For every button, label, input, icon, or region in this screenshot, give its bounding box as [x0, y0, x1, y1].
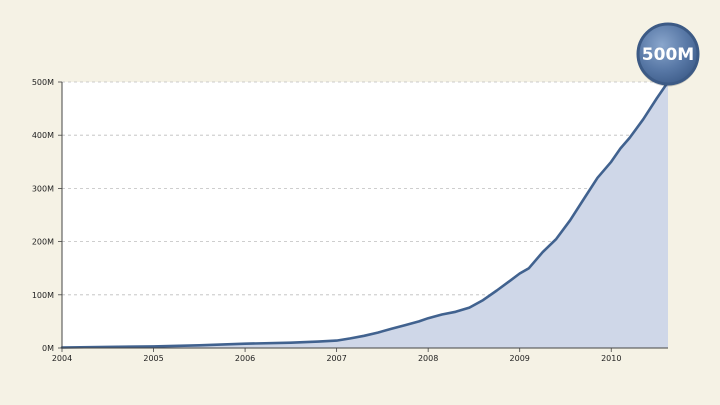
x-tick-label: 2008 [418, 354, 438, 363]
x-tick-label: 2004 [52, 354, 72, 363]
x-tick-label: 2010 [601, 354, 621, 363]
series-line-0 [60, 80, 670, 349]
y-tick-label: 0M [42, 344, 54, 353]
data-layer [60, 80, 670, 349]
y-tick-label: 500M [32, 78, 54, 87]
badge-circle [636, 22, 700, 86]
x-tick-label: 2009 [510, 354, 530, 363]
y-tick-label: 100M [32, 291, 54, 300]
y-tick-label: 200M [32, 238, 54, 247]
axes [58, 81, 668, 352]
tick-labels: 0M 100M 200M 300M 400M 500M 2004 2005 2006 2007 20… [32, 78, 622, 363]
x-tick-label: 2006 [235, 354, 255, 363]
annotations: 500M [636, 22, 700, 87]
badge-label: 500M [642, 45, 694, 65]
y-tick-label: 400M [32, 131, 54, 140]
x-tick-label: 2007 [326, 354, 346, 363]
series-area-0 [62, 82, 668, 348]
x-tick-label: 2005 [143, 354, 163, 363]
y-tick-label: 300M [32, 184, 54, 193]
